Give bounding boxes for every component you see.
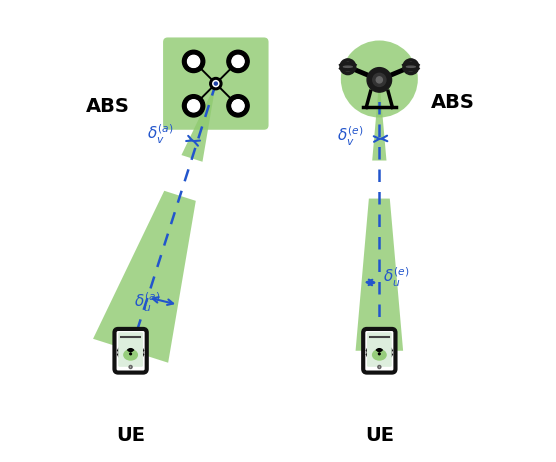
Circle shape	[187, 55, 200, 67]
Text: $\delta^{(e)}_{u}$: $\delta^{(e)}_{u}$	[383, 266, 409, 289]
Circle shape	[213, 80, 219, 87]
Circle shape	[182, 95, 205, 117]
Text: ABS: ABS	[431, 92, 475, 111]
Circle shape	[210, 78, 222, 90]
Text: $\delta^{(e)}_{v}$: $\delta^{(e)}_{v}$	[337, 125, 363, 148]
FancyBboxPatch shape	[163, 37, 269, 130]
Circle shape	[379, 353, 380, 355]
Polygon shape	[372, 79, 386, 160]
Circle shape	[403, 59, 419, 75]
Text: $\delta^{(a)}_{v}$: $\delta^{(a)}_{v}$	[147, 123, 173, 146]
Circle shape	[214, 82, 217, 85]
Circle shape	[373, 73, 386, 86]
Polygon shape	[355, 199, 403, 351]
Circle shape	[232, 55, 244, 67]
Text: $\delta^{(a)}_{u}$: $\delta^{(a)}_{u}$	[133, 291, 160, 314]
Polygon shape	[181, 84, 216, 162]
Circle shape	[406, 62, 415, 71]
Circle shape	[344, 62, 352, 71]
Circle shape	[130, 353, 131, 355]
FancyBboxPatch shape	[367, 332, 392, 367]
Ellipse shape	[372, 349, 387, 361]
Circle shape	[340, 59, 356, 75]
Circle shape	[341, 41, 418, 117]
Circle shape	[367, 67, 391, 92]
Circle shape	[376, 77, 383, 83]
Polygon shape	[93, 191, 196, 363]
Circle shape	[232, 100, 244, 112]
Circle shape	[187, 100, 200, 112]
Text: ABS: ABS	[86, 97, 130, 116]
Text: UE: UE	[365, 426, 394, 445]
FancyBboxPatch shape	[118, 332, 143, 367]
Circle shape	[227, 95, 249, 117]
Circle shape	[227, 50, 249, 73]
FancyBboxPatch shape	[363, 329, 395, 372]
FancyBboxPatch shape	[115, 329, 147, 372]
Ellipse shape	[123, 349, 138, 361]
Text: UE: UE	[116, 426, 145, 445]
Circle shape	[182, 50, 205, 73]
